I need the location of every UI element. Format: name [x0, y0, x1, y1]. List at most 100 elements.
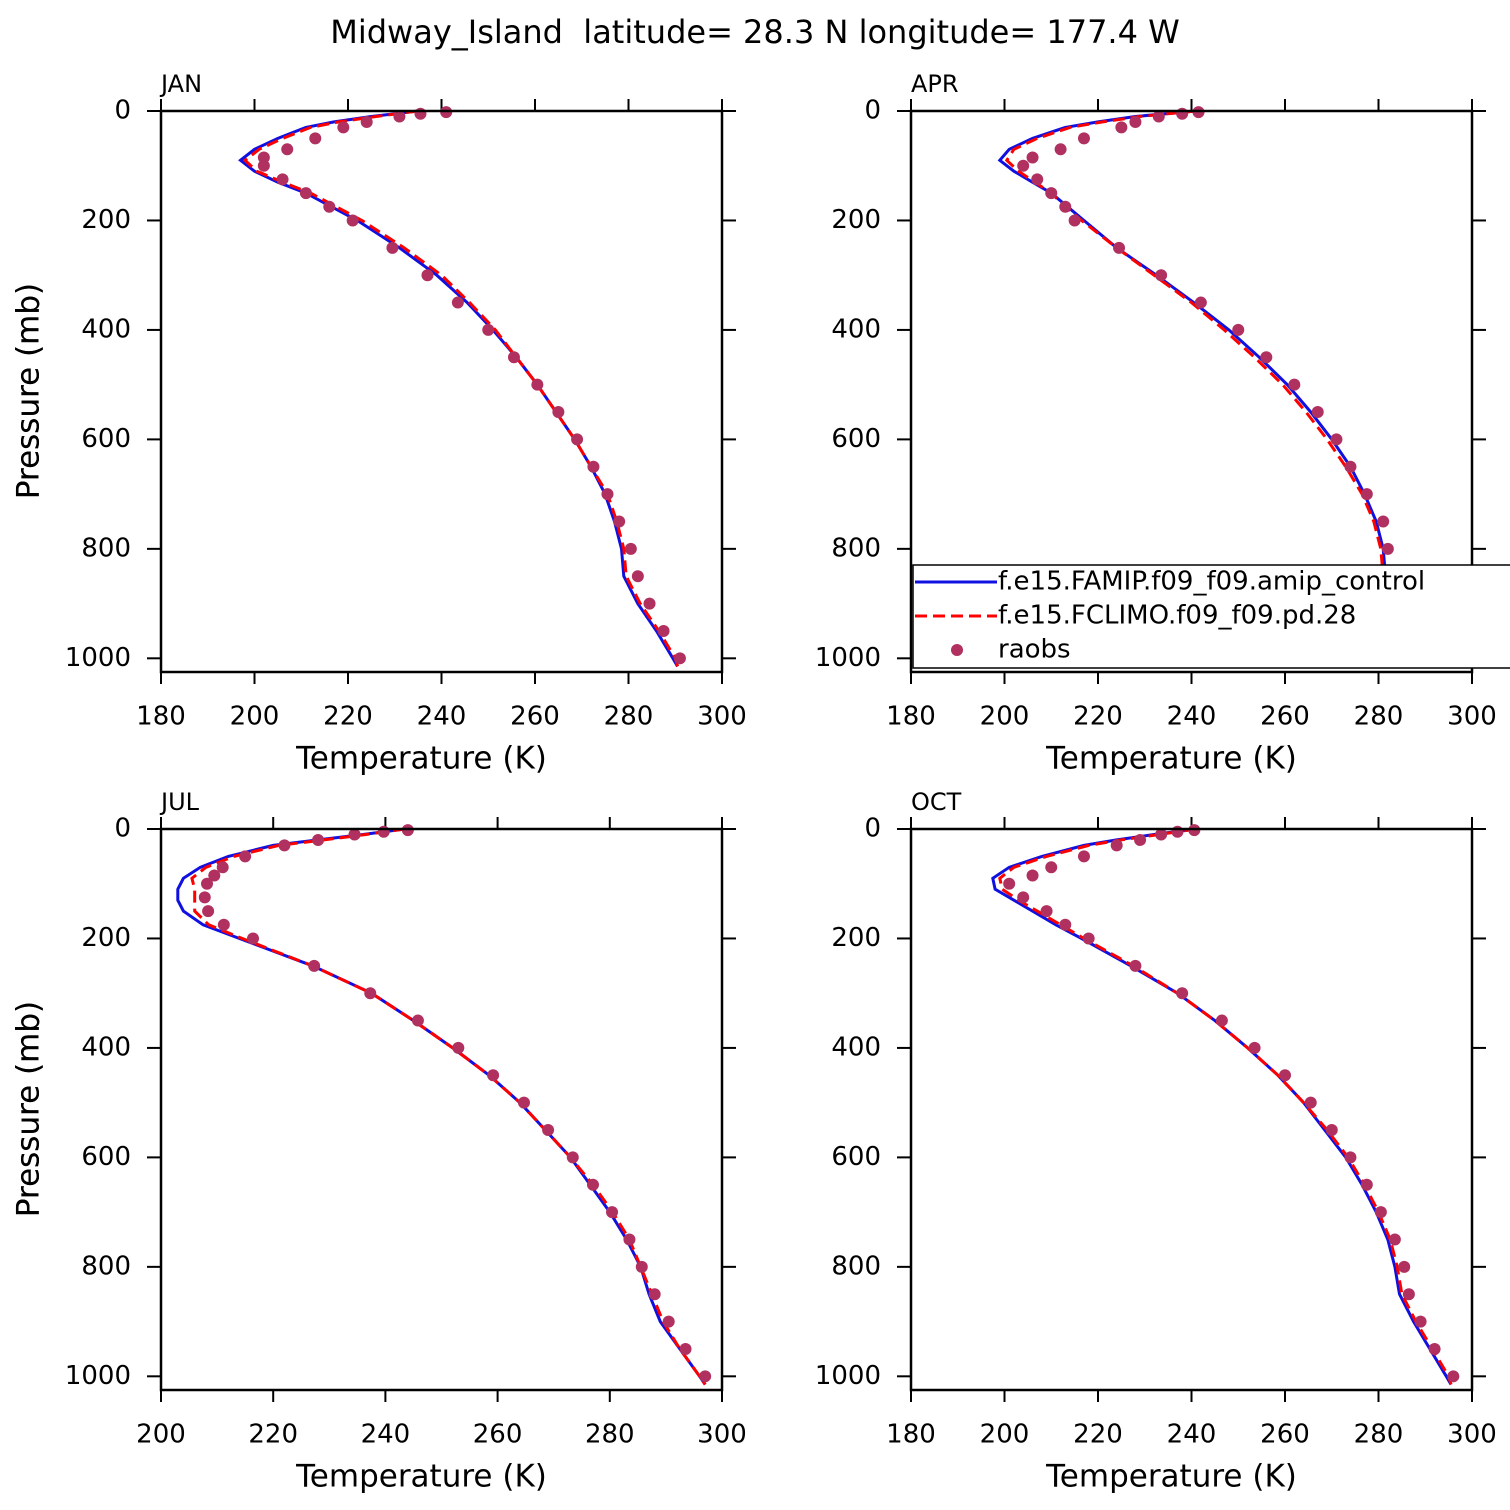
raobs-point: [1304, 1096, 1317, 1109]
raobs-point: [613, 515, 626, 528]
panel-title: OCT: [911, 788, 962, 816]
raobs-point: [552, 406, 565, 419]
x-tick-label: 200: [230, 702, 280, 732]
panel: APR 180 200 220 240 260 280 300 0 200 400 600 800 100…: [11, 70, 1510, 777]
raobs-point: [451, 296, 464, 309]
y-tick-label: 400: [831, 314, 881, 344]
x-tick-label: 240: [1167, 1420, 1217, 1450]
raobs-point: [1194, 296, 1207, 309]
raobs-point: [601, 488, 614, 501]
y-tick-label: 800: [81, 533, 131, 563]
raobs-point: [309, 132, 322, 145]
raobs-point: [1155, 828, 1168, 841]
y-tick-label: 200: [831, 205, 881, 235]
x-tick-label: 260: [1260, 702, 1310, 732]
x-tick-label: 180: [136, 702, 186, 732]
x-tick-label: 260: [1260, 1420, 1310, 1450]
x-tick-label: 280: [1354, 702, 1404, 732]
legend-label: f.e15.FAMIP.f09_f09.amip_control: [998, 567, 1425, 597]
panel: OCT 180 200 220 240 260 280 300 0 200 400 600 800 100…: [11, 788, 1497, 1495]
raobs-point: [507, 351, 520, 364]
profile-line: [1004, 109, 1432, 668]
raobs-point: [360, 115, 373, 128]
y-tick-label: 800: [831, 533, 881, 563]
plot: [997, 109, 1432, 668]
raobs-point: [1360, 1178, 1373, 1191]
raobs-point: [679, 1342, 692, 1355]
raobs-point: [1344, 460, 1357, 473]
raobs-point: [1374, 1206, 1387, 1219]
y-tick-label: 400: [81, 1032, 131, 1062]
raobs-point: [421, 269, 434, 282]
raobs-point: [281, 143, 294, 156]
raobs-point: [1017, 159, 1030, 172]
raobs-point: [386, 241, 399, 254]
raobs-point: [1077, 850, 1090, 863]
raobs-point: [198, 891, 211, 904]
x-tick-label: 280: [1354, 1420, 1404, 1450]
raobs-point: [623, 1233, 636, 1246]
x-tick-label: 300: [1447, 702, 1497, 732]
raobs-point: [393, 110, 406, 123]
raobs-point: [487, 1069, 500, 1082]
y-tick-label: 200: [81, 923, 131, 953]
x-tick-label: 200: [136, 1420, 186, 1450]
raobs-point: [217, 918, 230, 931]
raobs-point: [643, 597, 656, 610]
plot-frame: [909, 827, 1474, 1392]
raobs-point: [1155, 269, 1168, 282]
raobs-point: [1377, 515, 1390, 528]
raobs-point: [1045, 861, 1058, 874]
raobs-point: [308, 959, 321, 972]
x-tick-label: 280: [585, 1420, 635, 1450]
y-tick-label: 600: [831, 1142, 881, 1172]
raobs-point: [1045, 187, 1058, 200]
raobs-point: [1134, 833, 1147, 846]
raobs-point: [1279, 1069, 1291, 1082]
x-tick-label: 200: [980, 702, 1030, 732]
raobs-point: [673, 652, 686, 665]
raobs-point: [1447, 1370, 1460, 1383]
profile-line: [242, 109, 680, 667]
raobs-point: [1325, 1124, 1338, 1137]
raobs-point: [1113, 241, 1126, 254]
raobs-point: [1330, 433, 1343, 446]
raobs-point: [566, 1151, 579, 1164]
raobs-point: [276, 173, 289, 186]
x-tick-label: 240: [361, 1420, 411, 1450]
raobs-point: [1248, 1041, 1261, 1054]
raobs-point: [257, 151, 270, 164]
legend-marker: [951, 644, 963, 656]
raobs-point: [517, 1096, 530, 1109]
raobs-point: [1171, 825, 1184, 838]
x-tick-label: 300: [697, 1420, 747, 1450]
raobs-point: [1176, 987, 1189, 1000]
raobs-point: [1110, 839, 1123, 852]
raobs-point: [1017, 891, 1030, 904]
profile-line: [238, 109, 679, 668]
y-tick-label: 0: [864, 96, 881, 126]
raobs-point: [239, 850, 252, 863]
raobs-point: [606, 1206, 619, 1219]
raobs-point: [1059, 200, 1072, 213]
raobs-point: [657, 624, 670, 637]
x-tick-label: 220: [1073, 1420, 1123, 1450]
panel: JUL 200 220 240 260 280 300 0 200 400 600 800 1000 Te…: [11, 788, 747, 1495]
plot-frame: [159, 109, 724, 674]
x-tick-label: 280: [604, 702, 654, 732]
raobs-point: [1311, 406, 1324, 419]
raobs-point: [202, 905, 215, 918]
raobs-point: [482, 323, 495, 336]
raobs-point: [452, 1041, 465, 1054]
x-tick-label: 240: [1167, 702, 1217, 732]
raobs-point: [247, 932, 260, 945]
raobs-point: [278, 839, 291, 852]
y-tick-label: 800: [81, 1251, 131, 1281]
raobs-point: [323, 200, 336, 213]
raobs-point: [587, 460, 600, 473]
figure-title: Midway_Island latitude= 28.3 N longitude…: [330, 13, 1180, 51]
panel: JAN 180 200 220 240 260 280 300 0 200 400 600 800 100…: [11, 70, 747, 777]
x-axis-label: Temperature (K): [295, 741, 547, 777]
raobs-point: [377, 825, 390, 838]
